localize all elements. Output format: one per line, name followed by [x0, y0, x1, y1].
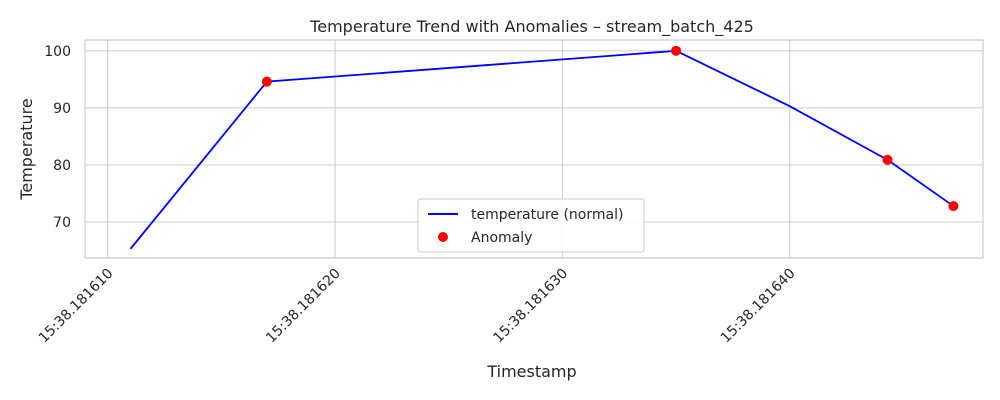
grid-lines	[85, 40, 983, 258]
x-tick-label: 15:38.181640	[718, 266, 799, 347]
y-tick-label: 70	[53, 215, 71, 231]
series-layer	[129, 45, 959, 250]
y-tick-label: 100	[44, 44, 71, 60]
anomaly-point	[671, 45, 682, 56]
legend: temperature (normal) Anomaly	[417, 198, 645, 253]
x-axis-label: Timestamp	[486, 362, 576, 381]
plot-frame	[84, 39, 984, 259]
anomaly-point	[882, 154, 893, 165]
anomaly-point	[261, 76, 272, 87]
y-tick-label: 90	[53, 101, 71, 117]
legend-anomaly-swatch	[438, 232, 448, 242]
legend-label-anomaly: Anomaly	[471, 230, 532, 246]
chart-title: Temperature Trend with Anomalies – strea…	[309, 17, 754, 37]
y-axis-label: Temperature	[17, 98, 36, 200]
legend-label-normal: temperature (normal)	[471, 207, 623, 223]
anomaly-point	[948, 201, 959, 212]
legend-box	[417, 198, 645, 253]
x-tick-label: 15:38.181620	[263, 266, 344, 347]
x-tick-label: 15:38.181610	[36, 266, 117, 347]
series-line-temperature	[129, 49, 954, 250]
y-tick-label: 80	[53, 158, 71, 174]
x-tick-label: 15:38.181630	[490, 266, 571, 347]
